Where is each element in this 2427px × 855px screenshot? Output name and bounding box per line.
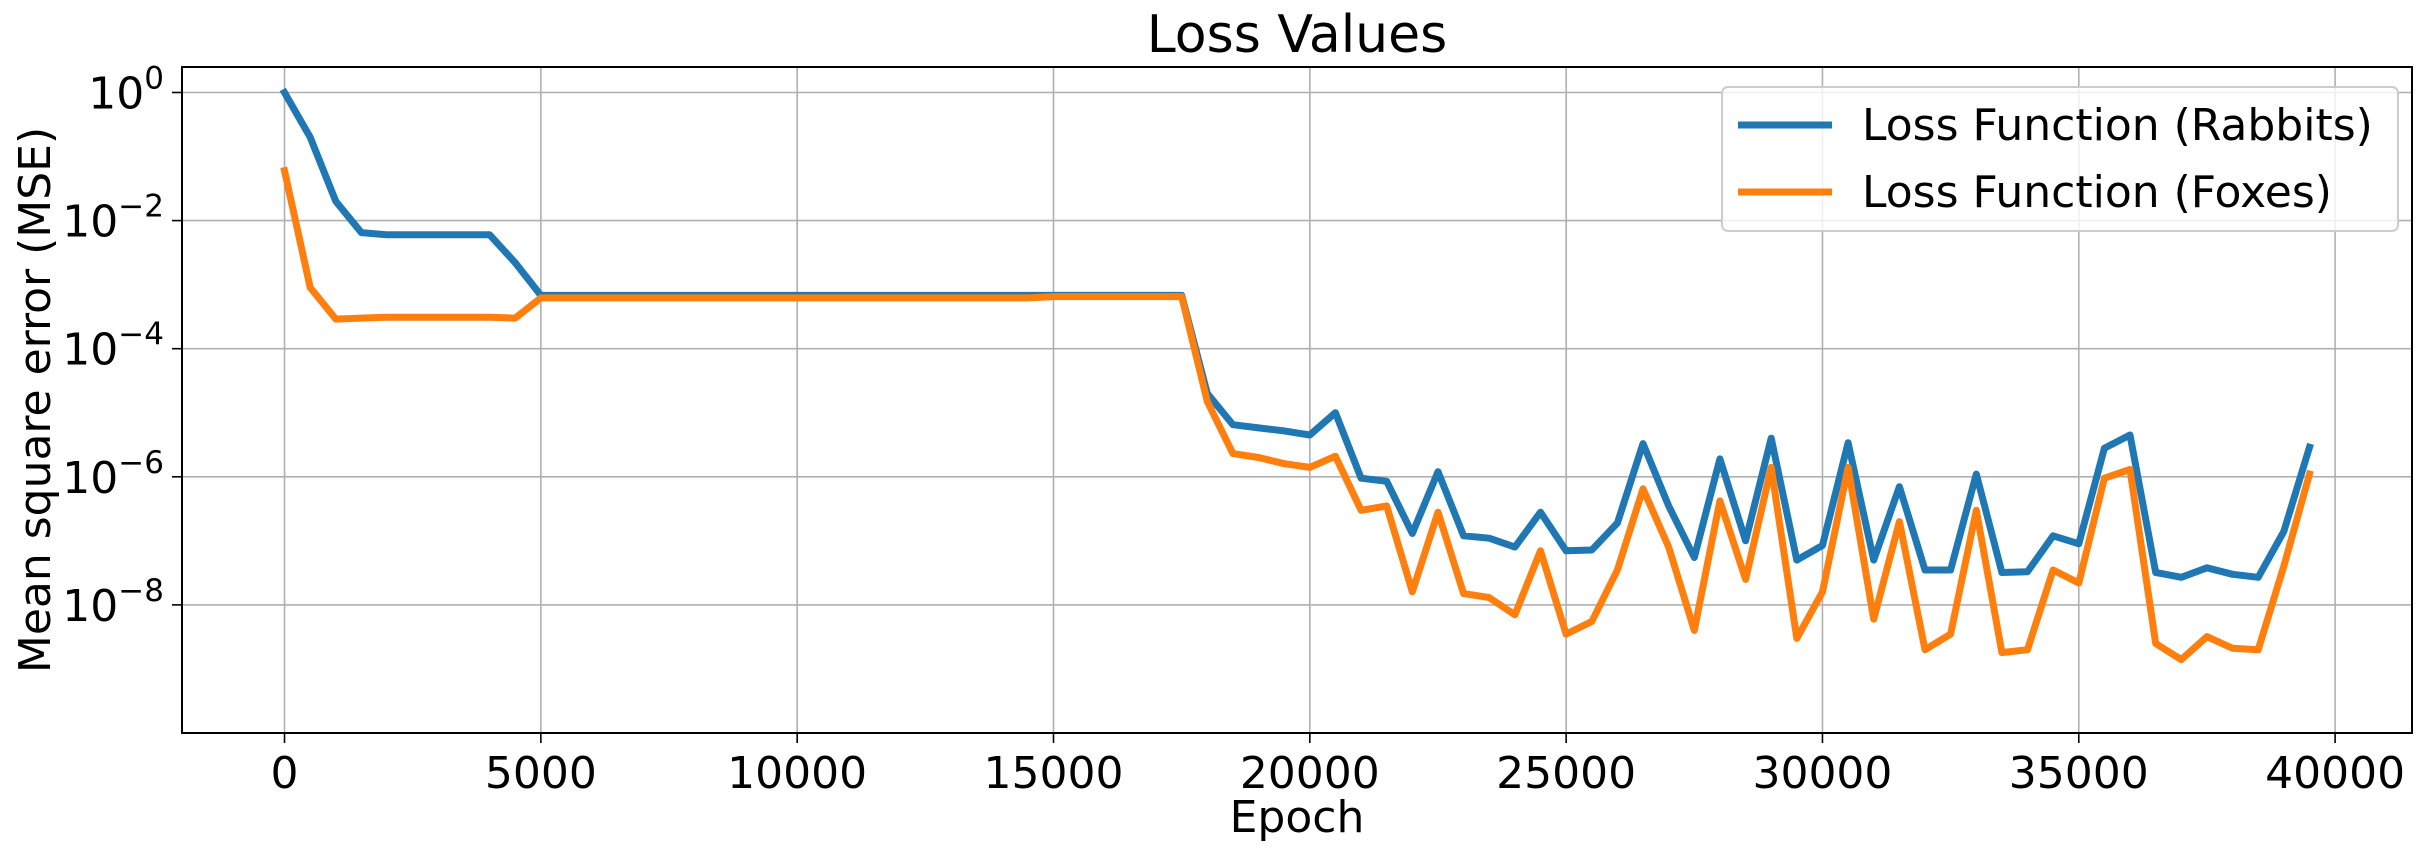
x-tick-label: 25000 [1496,748,1636,799]
y-tick-exponent: −4 [118,317,164,353]
y-tick-exponent: −8 [118,573,164,609]
y-tick-base: 10 [62,325,118,376]
y-tick-label: 100 [88,60,164,119]
y-tick-exponent: −2 [118,189,164,225]
legend-label-foxes: Loss Function (Foxes) [1862,167,2332,218]
x-tick-label: 10000 [727,748,867,799]
x-tick-label: 0 [271,748,299,799]
y-tick-exponent: −6 [118,445,164,481]
x-tick-label: 35000 [2009,748,2149,799]
x-tick-label: 15000 [984,748,1124,799]
x-tick-label: 30000 [1752,748,1892,799]
x-tick-label: 5000 [485,748,597,799]
y-tick-base: 10 [62,453,118,504]
y-tick-label: 10−2 [62,189,164,248]
y-tick-base: 10 [62,197,118,248]
y-tick-label: 10−6 [62,445,164,504]
series-lines [279,87,2314,664]
y-tick-exponent: 0 [144,60,164,96]
axis-ticks: 0 5000 10000 15000 20000 25000 30000 35000 40000… [62,60,2405,799]
legend-label-rabbits: Loss Function (Rabbits) [1862,100,2373,151]
series-line-foxes [280,166,2314,664]
legend: Loss Function (Rabbits) Loss Function (Fo… [1721,86,2399,232]
chart-title: Loss Values [1147,5,1447,65]
x-tick-label: 40000 [2265,748,2405,799]
plot-frame [181,66,2413,734]
y-tick-label: 10−4 [62,317,164,376]
x-tick-label: 20000 [1240,748,1380,799]
x-axis-label: Epoch [1230,792,1365,843]
y-axis-label: Mean square error (MSE) [10,127,61,673]
y-tick-base: 10 [88,68,144,119]
y-tick-base: 10 [62,581,118,632]
legend-box [1721,86,2399,232]
y-tick-label: 10−8 [62,573,164,632]
